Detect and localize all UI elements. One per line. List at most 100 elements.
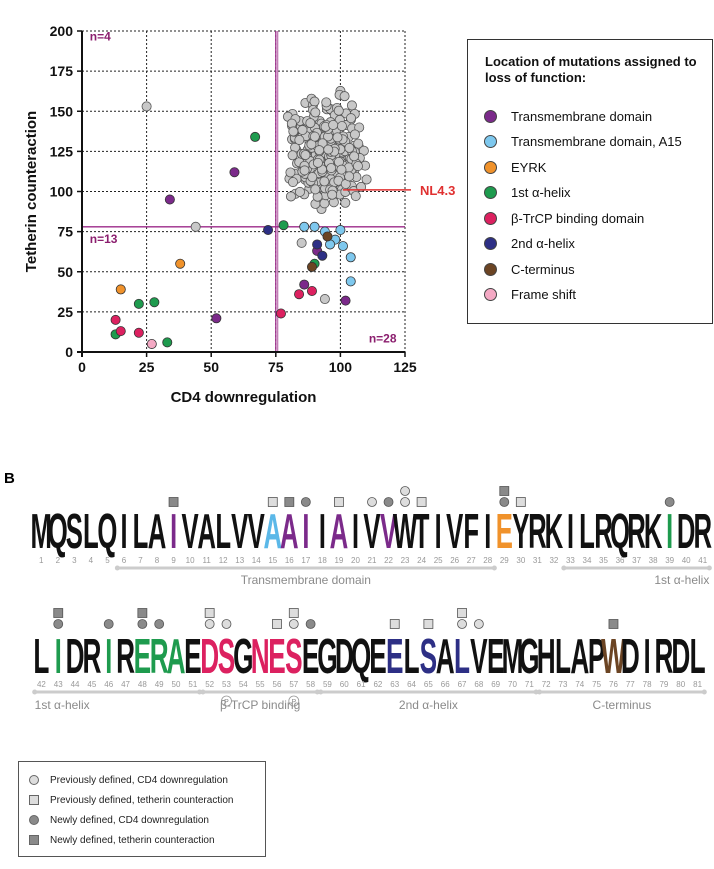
position-number: 5 — [105, 556, 110, 565]
data-point-loss-of-function — [345, 276, 356, 287]
key-label: Previously defined, tetherin counteracti… — [50, 794, 234, 806]
logo-letter: V — [470, 629, 487, 684]
position-number: 64 — [407, 680, 416, 689]
logo-letter: V — [446, 505, 463, 559]
position-number: 79 — [659, 680, 668, 689]
marker-cd4 — [367, 497, 377, 507]
data-point — [361, 174, 372, 185]
logo-letter: I — [484, 505, 491, 559]
data-point — [312, 157, 323, 168]
logo-letter: G — [233, 629, 253, 684]
legend-swatch — [484, 135, 497, 148]
logo-letter: S — [66, 505, 83, 559]
marker-tetherin — [515, 497, 526, 507]
position-number: 60 — [340, 680, 349, 689]
data-point — [285, 167, 296, 178]
data-point — [353, 138, 364, 149]
legend-title: Location of mutations assigned to loss o… — [485, 54, 697, 85]
marker-tetherin — [423, 619, 434, 629]
data-point-loss-of-function — [306, 261, 317, 272]
marker-tetherin — [457, 608, 467, 618]
marker-tetherin — [53, 608, 64, 618]
position-number: 53 — [222, 680, 231, 689]
logo-letter: L — [404, 629, 420, 684]
marker-tetherin — [288, 608, 299, 618]
data-point — [297, 125, 308, 136]
logo-letter: E — [487, 629, 504, 684]
position-number: 28 — [483, 556, 492, 565]
logo-letter: Q — [351, 629, 371, 684]
logo-letter: V — [182, 505, 199, 559]
logo-letter: K — [644, 505, 663, 559]
logo-row: L42I43D44R45I46R47E48R49A50E51D52S53G54N… — [33, 629, 705, 689]
logo-letter: Q — [97, 505, 117, 559]
domain-bar-end — [536, 689, 542, 695]
data-point — [314, 145, 325, 156]
logo-letter: T — [414, 505, 430, 559]
data-point-loss-of-function — [299, 221, 310, 232]
position-number: 41 — [698, 556, 707, 565]
data-point-loss-of-function — [335, 225, 346, 236]
x-tick-label: 50 — [203, 359, 219, 375]
position-number: 77 — [626, 680, 635, 689]
logo-letter: L — [133, 505, 149, 559]
position-number: 11 — [202, 556, 211, 565]
square-marker-icon — [29, 795, 39, 805]
position-number: 45 — [87, 680, 96, 689]
phospho-marker — [221, 695, 232, 707]
logo-letter: A — [263, 505, 282, 559]
position-number: 56 — [273, 680, 282, 689]
data-point-loss-of-function — [110, 314, 121, 325]
position-number: 35 — [599, 556, 608, 565]
logo-letter: R — [150, 629, 169, 684]
position-number: 74 — [575, 680, 584, 689]
logo-letter: L — [215, 505, 231, 559]
data-point — [319, 294, 330, 305]
data-point — [287, 150, 298, 161]
logo-letter: H — [537, 629, 556, 684]
logo-letter: I — [666, 505, 673, 559]
x-tick-label: 0 — [78, 359, 86, 375]
x-tick-label: 75 — [268, 359, 284, 375]
data-point-loss-of-function — [294, 289, 305, 300]
logo-letter: M — [31, 505, 52, 559]
legend-swatch — [484, 288, 497, 301]
x-tick-label: 100 — [329, 359, 353, 375]
marker-tetherin — [284, 497, 295, 507]
marker-cd4 — [400, 497, 410, 507]
position-number: 75 — [592, 680, 601, 689]
data-point — [333, 105, 344, 116]
position-number: 16 — [285, 556, 294, 565]
data-point-loss-of-function — [250, 131, 261, 142]
logo-letter: D — [66, 629, 85, 684]
logo-letter: S — [420, 629, 437, 684]
legend-item: Frame shift — [484, 287, 576, 303]
position-number: 72 — [542, 680, 551, 689]
data-point-loss-of-function — [162, 337, 173, 348]
logo-letter: D — [200, 629, 219, 684]
legend-item: β-TrCP binding domain — [484, 210, 644, 226]
logo-letter: W — [601, 629, 626, 684]
logo-letter: P — [588, 629, 605, 684]
logo-row: M1Q2S3L4Q5I6L7A8I9V10A11L12V13V14A15A16I… — [31, 505, 712, 565]
grid-lines — [82, 30, 406, 352]
data-point-loss-of-function — [299, 279, 310, 290]
x-tick-label: 25 — [139, 359, 155, 375]
position-number: 52 — [205, 680, 214, 689]
position-number: 18 — [318, 556, 327, 565]
position-number: 34 — [583, 556, 592, 565]
domain-label: 1st α-helix — [654, 573, 709, 587]
marker-tetherin — [204, 608, 215, 618]
logo-letter: L — [454, 629, 470, 684]
callout-label: NL4.3 — [420, 183, 455, 198]
data-point — [300, 150, 311, 161]
position-number: 71 — [525, 680, 534, 689]
key-item: Newly defined, CD4 downregulation — [29, 813, 209, 827]
position-number: 27 — [467, 556, 476, 565]
position-number: 44 — [71, 680, 80, 689]
logo-letter: D — [671, 629, 690, 684]
position-number: 13 — [235, 556, 244, 565]
position-number: 23 — [401, 556, 410, 565]
position-number: 9 — [171, 556, 176, 565]
data-point — [328, 119, 339, 130]
